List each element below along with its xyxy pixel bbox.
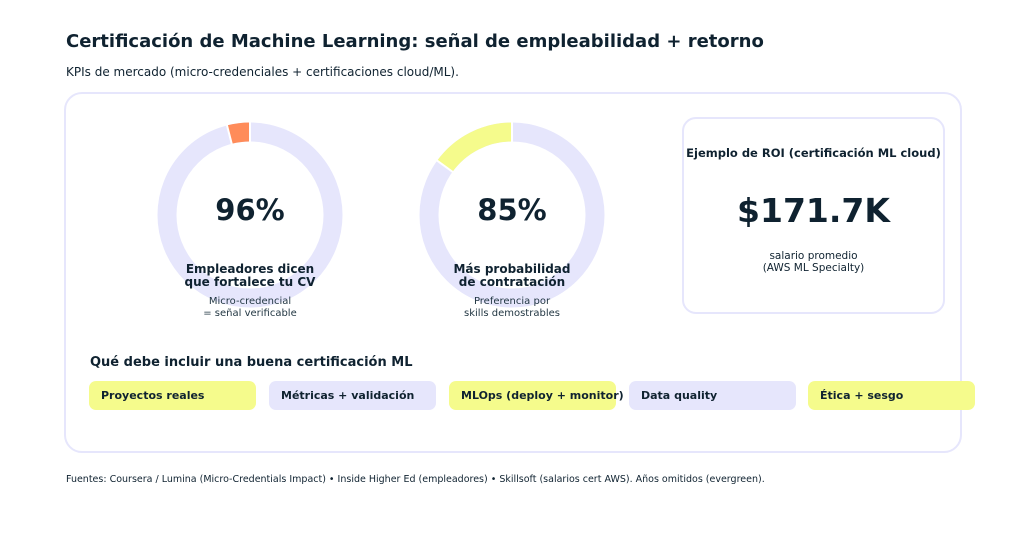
donut-chart-hiring: [419, 121, 605, 308]
kpi-value: 96%: [215, 193, 285, 227]
section-title: Qué debe incluir una buena certificación…: [90, 355, 413, 370]
donut-segment-divider: [435, 159, 454, 174]
kpi-note-line: skills demostrables: [464, 307, 560, 319]
kpi-note-line: Micro-credencial: [208, 296, 292, 307]
page-subtitle: KPIs de mercado (micro-credenciales + ce…: [66, 65, 459, 79]
donut-accent-segment: [226, 122, 251, 144]
roi-note-line: (AWS ML Specialty): [762, 262, 865, 274]
chip-metricas: Métricas + validación: [269, 381, 436, 410]
donut-accent-segment: [437, 122, 513, 173]
roi-note-line: salario promedio: [769, 250, 858, 262]
kpi-value: 85%: [477, 193, 547, 227]
chip-mlops: MLOps (deploy + monitor): [449, 381, 624, 410]
roi-note: salario promedio (AWS ML Specialty): [682, 250, 945, 274]
chip-data-quality: Data quality: [629, 381, 796, 410]
kpi-note-line: Preferencia por: [473, 296, 551, 307]
kpi-label-line: que fortalece tu CV: [184, 275, 316, 289]
kpi-label-line: de contratación: [458, 275, 566, 289]
kpi-label: Más probabilidad de contratación: [412, 263, 612, 289]
kpi-note: Preferencia por skills demostrables: [412, 296, 612, 319]
footer-sources: Fuentes: Coursera / Lumina (Micro-Creden…: [66, 474, 765, 485]
roi-card: [682, 117, 945, 314]
donut-chart-employers: [157, 121, 343, 308]
kpi-label: Empleadores dicen que fortalece tu CV: [150, 263, 350, 289]
kpi-label-line: Empleadores dicen: [185, 262, 315, 276]
roi-title: Ejemplo de ROI (certificación ML cloud): [686, 146, 941, 160]
donut-segment-divider: [225, 124, 233, 146]
kpi-card: [64, 92, 962, 453]
chip-proyectos: Proyectos reales: [89, 381, 256, 410]
kpi-label-line: Más probabilidad: [453, 262, 571, 276]
roi-value: $171.7K: [737, 191, 890, 230]
page-title: Certificación de Machine Learning: señal…: [66, 31, 764, 52]
chip-etica: Ética + sesgo: [808, 381, 975, 410]
kpi-note-line: = señal verificable: [203, 307, 297, 319]
kpi-note: Micro-credencial = señal verificable: [150, 296, 350, 319]
